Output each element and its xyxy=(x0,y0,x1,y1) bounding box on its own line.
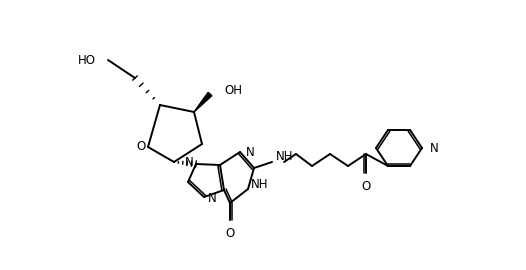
Text: OH: OH xyxy=(224,85,242,97)
Text: N: N xyxy=(208,191,217,204)
Text: O: O xyxy=(136,140,146,153)
Text: HO: HO xyxy=(78,53,96,66)
Text: NH: NH xyxy=(251,177,268,191)
Text: O: O xyxy=(361,180,371,193)
Text: N: N xyxy=(430,141,439,154)
Text: O: O xyxy=(225,227,235,240)
Text: N: N xyxy=(246,146,255,158)
Text: NH: NH xyxy=(276,150,294,163)
Text: N: N xyxy=(185,156,194,168)
Polygon shape xyxy=(194,92,212,112)
